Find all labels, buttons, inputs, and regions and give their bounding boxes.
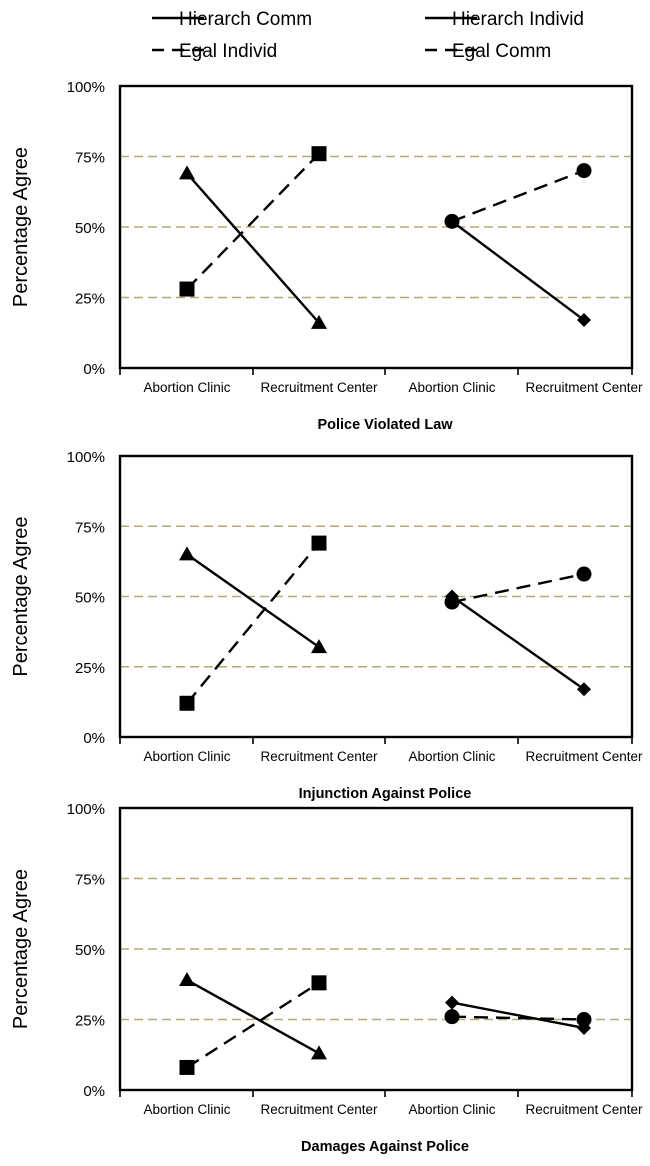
data-point-square (311, 975, 327, 991)
x-tick-label: Recruitment Center (525, 749, 643, 764)
y-tick-label: 50% (75, 220, 105, 237)
data-point-triangle (179, 546, 195, 561)
x-tick-label: Abortion Clinic (143, 749, 230, 764)
series-line (451, 572, 585, 604)
series-line (451, 1015, 585, 1021)
y-tick-label: 0% (83, 1083, 105, 1100)
x-tick-label: Abortion Clinic (143, 1102, 230, 1117)
series-hierarch-individ (445, 214, 591, 328)
series-hierarch-comm (179, 165, 327, 329)
y-tick-label: 50% (75, 590, 105, 607)
y-tick-label: 25% (75, 660, 105, 677)
x-tick-label: Recruitment Center (260, 380, 378, 395)
data-point-square (311, 535, 327, 551)
legend-item-egal-individ: Egal Individ (152, 41, 277, 62)
x-tick-label: Recruitment Center (260, 749, 378, 764)
legend-label: Egal Individ (179, 41, 277, 62)
chart-panel-damages-against-police: 0% 25% 50% 75% 100% Abortion Clinic Recruitmen… (10, 801, 643, 1155)
chart-panel-injunction-against-police: 0% 25% 50% 75% 100% Abortion Clinic Recruitmen… (10, 449, 643, 802)
series-line (451, 1001, 585, 1030)
data-point-diamond (577, 682, 591, 697)
y-tick-label: 25% (75, 1013, 105, 1030)
y-tick-label: 25% (75, 291, 105, 308)
data-point-triangle (311, 314, 327, 329)
data-point-square (179, 695, 195, 711)
y-axis-label: Percentage Agree (10, 516, 32, 676)
data-point-diamond (445, 995, 459, 1010)
x-tick-label: Abortion Clinic (408, 1102, 495, 1117)
y-axis-label: Percentage Agree (10, 869, 32, 1029)
series-hierarch-comm (179, 972, 327, 1060)
series-line (186, 978, 320, 1055)
series-line (186, 981, 320, 1069)
legend-item-egal-comm: Egal Comm (425, 41, 551, 62)
series-egal-individ (179, 146, 327, 297)
panel-title: Injunction Against Police (299, 786, 472, 802)
series-line (451, 595, 585, 691)
data-point-diamond (577, 313, 591, 328)
chart-panels: 0% 25% 50% 75% 100% Abortion Clinic Recruitmen… (10, 79, 643, 1155)
series-line (186, 553, 320, 649)
x-tick-label: Recruitment Center (260, 1102, 378, 1117)
y-tick-label: 100% (67, 79, 105, 96)
series-egal-comm (444, 163, 592, 229)
data-point-triangle (179, 165, 195, 180)
series-hierarch-individ (445, 995, 591, 1035)
legend: Hierarch Comm Hierarch Individ Egal Indivi… (152, 9, 584, 62)
data-point-circle (576, 163, 592, 179)
y-tick-label: 0% (83, 730, 105, 747)
x-tick-label: Abortion Clinic (143, 380, 230, 395)
y-axis-label: Percentage Agree (10, 147, 32, 307)
series-line (451, 169, 585, 223)
series-line (186, 542, 320, 705)
plot-frame (118, 84, 634, 370)
data-point-circle (444, 213, 460, 229)
panel-title: Police Violated Law (317, 417, 453, 433)
data-point-triangle (311, 639, 327, 654)
data-point-triangle (179, 972, 195, 987)
x-tick-label: Recruitment Center (525, 1102, 643, 1117)
legend-item-hierarch-individ: Hierarch Individ (425, 9, 584, 30)
plot-frame (118, 806, 634, 1092)
chart-panel-police-violated-law: 0% 25% 50% 75% 100% Abortion Clinic Recruitmen… (10, 79, 643, 433)
series-egal-individ (179, 975, 327, 1075)
y-tick-label: 0% (83, 361, 105, 378)
series-hierarch-comm (179, 546, 327, 654)
y-tick-label: 75% (75, 519, 105, 536)
y-tick-label: 50% (75, 942, 105, 959)
x-tick-label: Abortion Clinic (408, 380, 495, 395)
panel-title: Damages Against Police (301, 1139, 469, 1155)
data-point-circle (576, 1012, 592, 1027)
legend-item-hierarch-comm: Hierarch Comm (152, 9, 312, 30)
series-line (186, 152, 320, 290)
data-point-square (179, 281, 195, 297)
series-hierarch-individ (445, 589, 591, 697)
data-point-square (311, 146, 327, 162)
data-point-circle (444, 594, 460, 610)
x-tick-label: Abortion Clinic (408, 749, 495, 764)
y-tick-label: 75% (75, 150, 105, 167)
legend-label: Hierarch Comm (179, 9, 312, 30)
y-tick-label: 75% (75, 872, 105, 889)
legend-label: Egal Comm (452, 41, 551, 62)
x-tick-label: Recruitment Center (525, 380, 643, 395)
legend-label: Hierarch Individ (452, 9, 584, 30)
series-line (451, 220, 585, 322)
series-line (186, 172, 320, 324)
data-point-circle (444, 1009, 460, 1025)
data-point-circle (576, 566, 592, 582)
y-tick-label: 100% (67, 449, 105, 466)
data-point-diamond (577, 1020, 591, 1035)
series-egal-individ (179, 535, 327, 711)
y-tick-label: 100% (67, 801, 105, 818)
data-point-triangle (311, 1045, 327, 1060)
series-egal-comm (444, 1009, 592, 1027)
data-point-square (179, 1059, 195, 1075)
plot-frame (118, 454, 634, 739)
series-egal-comm (444, 566, 592, 610)
